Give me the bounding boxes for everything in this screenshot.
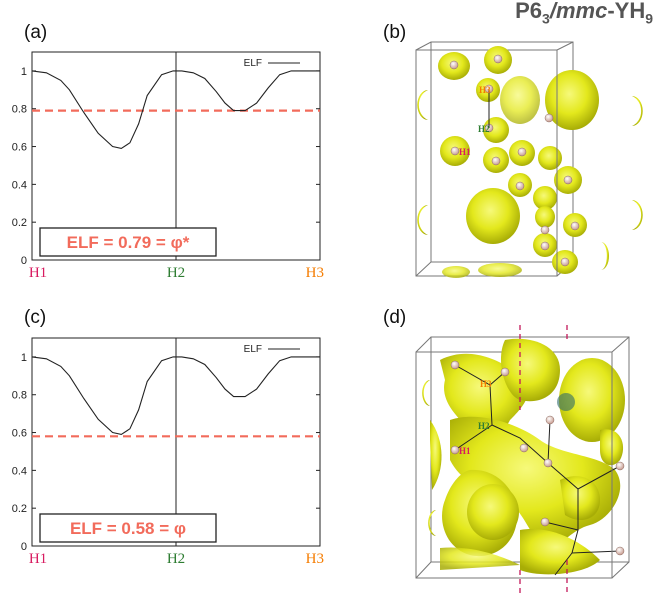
y-tick-label: 1 (21, 352, 27, 364)
x-label-h3: H3 (306, 551, 324, 567)
legend-label: ELF (244, 344, 262, 355)
x-label-h2: H2 (167, 265, 185, 281)
legend-label: ELF (244, 58, 262, 69)
elf-series-line (31, 70, 320, 149)
elf-isosurface-d: H3 H2 H1 (415, 325, 630, 596)
elf-annotation: ELF = 0.58 = φ (70, 519, 186, 538)
y-tick-label: 0.4 (12, 465, 27, 477)
y-tick-label: 1 (21, 66, 27, 78)
atom-label-h2-d: H2 (478, 421, 490, 431)
atom-label-h1-b: H1 (459, 147, 471, 157)
atom-label-h3-d: H3 (480, 379, 492, 389)
chart-a: 0 0.2 0.4 0.6 0.8 1 H1 H2 H3 ELF ELF = 0.79 = φ* (12, 51, 324, 281)
x-label-h1: H1 (29, 551, 47, 567)
panel-label-c: (c) (24, 307, 46, 328)
panel-label-a: (a) (24, 22, 47, 43)
bond-network-d (454, 364, 621, 576)
figure-title: P63/mmc-YH9 (515, 0, 653, 27)
y-tick-label: 0.6 (12, 142, 27, 154)
y-tick-label: 0 (21, 541, 27, 553)
y-tick-label: 0.6 (12, 428, 27, 440)
y-tick-label: 0.2 (12, 217, 27, 229)
y-tick-label: 0.8 (12, 104, 27, 116)
panel-label-d: (d) (383, 307, 406, 328)
x-label-h3: H3 (306, 265, 324, 281)
elf-annotation: ELF = 0.79 = φ* (67, 233, 190, 252)
hydrogen-atoms-d (450, 360, 625, 556)
y-tick-label: 0.2 (12, 503, 27, 515)
elf-isosurface-b: H3 H2 H1 (415, 41, 643, 278)
x-label-h1: H1 (29, 265, 47, 281)
atom-label-h3-b: H3 (479, 85, 491, 95)
elf-series-line (31, 356, 320, 435)
x-label-h2: H2 (167, 551, 185, 567)
isosurface-blobs-b (417, 46, 643, 278)
annotation-box (39, 513, 217, 543)
annotation-box (39, 227, 217, 257)
isosurface-network-d (422, 338, 625, 575)
y-tick-label: 0.8 (12, 390, 27, 402)
atom-label-h1-d: H1 (459, 446, 471, 456)
chart-c: 0 0.2 0.4 0.6 0.8 1 H1 H2 H3 ELF ELF = 0.58 = φ (12, 337, 324, 567)
panel-label-b: (b) (383, 22, 406, 43)
y-tick-label: 0.4 (12, 179, 27, 191)
atom-label-h2-b: H2 (478, 124, 490, 134)
dashed-markers-d (519, 325, 568, 596)
y-tick-label: 0 (21, 255, 27, 267)
hydrogen-atoms-b (449, 54, 580, 267)
